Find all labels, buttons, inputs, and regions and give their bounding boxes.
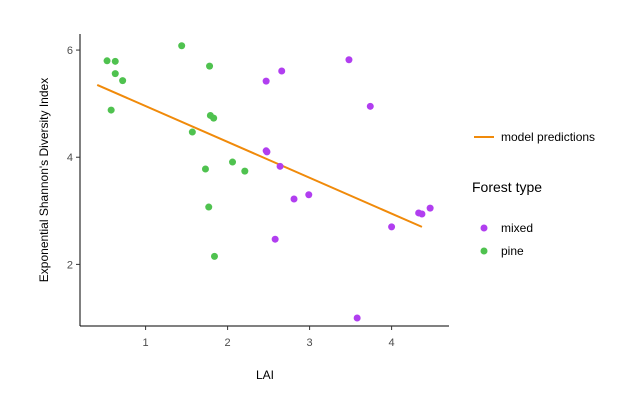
point-pine — [205, 203, 213, 211]
point-mixed — [278, 67, 286, 75]
point-pine — [188, 128, 196, 136]
legend-mixed-swatch — [480, 224, 488, 232]
x-tick-label: 4 — [389, 337, 395, 349]
point-pine — [107, 106, 115, 114]
y-tick-label: 6 — [67, 45, 73, 57]
legend-pine-swatch — [480, 247, 488, 255]
point-pine — [206, 62, 214, 70]
legend-mixed-label: mixed — [501, 221, 533, 235]
x-tick-label: 2 — [225, 337, 231, 349]
point-pine — [111, 70, 119, 78]
legend-title: Forest type — [472, 179, 542, 195]
x-axis-ticks: 1 2 3 4 — [143, 326, 395, 349]
legend-model-label: model predictions — [501, 130, 595, 144]
point-mixed — [353, 314, 361, 322]
y-tick-label: 2 — [67, 259, 73, 271]
point-pine — [229, 158, 237, 166]
legend-pine-label: pine — [501, 244, 524, 258]
point-mixed — [271, 235, 279, 243]
point-mixed — [290, 195, 298, 203]
point-mixed — [276, 162, 284, 170]
point-pine — [119, 77, 127, 85]
point-pine — [210, 114, 218, 122]
point-mixed — [426, 204, 434, 212]
x-tick-label: 1 — [143, 337, 149, 349]
plot-area — [96, 42, 434, 322]
point-pine — [103, 57, 111, 65]
x-axis-label: LAI — [256, 368, 274, 382]
point-mixed — [305, 191, 313, 199]
points-layer — [103, 42, 434, 322]
point-pine — [178, 42, 186, 50]
point-mixed — [418, 210, 426, 218]
x-tick-label: 3 — [307, 337, 313, 349]
y-axis-ticks: 2 4 6 — [67, 45, 80, 271]
model-prediction-line — [96, 83, 423, 228]
point-mixed — [262, 77, 270, 85]
point-pine — [111, 57, 119, 65]
point-pine — [241, 167, 249, 175]
point-mixed — [388, 223, 396, 231]
point-pine — [210, 252, 218, 260]
point-mixed — [345, 56, 353, 64]
point-mixed — [263, 148, 271, 156]
y-tick-label: 4 — [67, 152, 73, 164]
point-mixed — [366, 102, 374, 110]
point-pine — [201, 165, 209, 173]
y-axis-label: Exponential Shannon's Diversity Index — [37, 78, 51, 282]
model-line-layer — [96, 83, 423, 228]
legend: model predictions Forest type mixed pine — [472, 130, 595, 258]
